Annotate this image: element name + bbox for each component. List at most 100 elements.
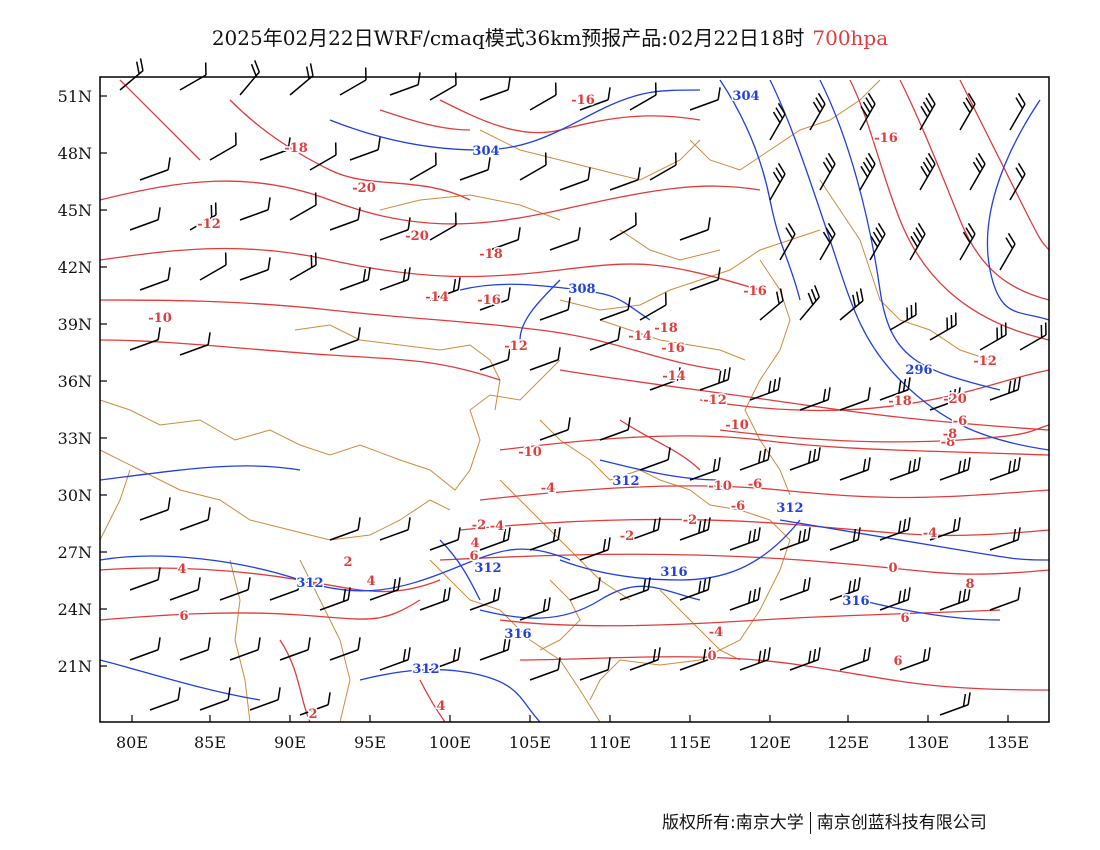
geopotential-contour <box>519 279 561 341</box>
boundary-line <box>294 324 501 411</box>
wind-barb <box>989 587 1021 611</box>
wind-barb <box>479 637 511 661</box>
temperature-label: -2 <box>472 518 486 533</box>
wind-barb <box>729 527 761 551</box>
temperature-label: -16 <box>661 341 685 356</box>
wind-barb <box>609 212 637 241</box>
wind-barb <box>929 312 957 341</box>
wind-barb <box>679 517 711 541</box>
geopotential-contour <box>99 465 301 481</box>
temperature-label: -18 <box>479 247 503 262</box>
wind-barb <box>979 322 1007 351</box>
geopotential-contour <box>769 79 1050 451</box>
wind-barb <box>599 417 631 441</box>
wind-barb <box>879 377 911 401</box>
wind-barb <box>689 87 721 111</box>
geopotential-contours <box>99 79 1050 723</box>
lon-tick-label: 135E <box>987 733 1029 752</box>
lat-tick-label: 33N <box>58 429 92 448</box>
wind-barb <box>339 267 371 291</box>
credit-divider <box>809 812 811 834</box>
geopotential-label: 316 <box>842 594 869 609</box>
temperature-contour <box>379 109 471 131</box>
wind-barb <box>339 67 367 96</box>
wind-barb <box>589 327 621 351</box>
wind-barb <box>229 637 261 661</box>
lat-tick-label: 48N <box>58 144 92 163</box>
temperature-contour <box>439 99 701 134</box>
wind-barb <box>199 687 231 711</box>
geopotential-contour <box>439 539 481 601</box>
temperature-label: -6 <box>953 414 967 429</box>
boundary-line <box>99 449 451 541</box>
wind-barb <box>139 157 171 181</box>
lon-tick-label: 95E <box>354 733 386 752</box>
wind-barb <box>469 587 501 611</box>
wind-barb <box>959 92 976 131</box>
wind-barb <box>279 637 311 661</box>
lat-tick-label: 21N <box>58 657 92 676</box>
wind-barb <box>919 92 936 131</box>
wind-barb <box>909 222 926 261</box>
temperature-label: -12 <box>973 354 997 369</box>
wind-barb <box>429 212 457 241</box>
map-frame <box>99 76 1050 723</box>
temperature-label: -10 <box>148 311 172 326</box>
boundary-line <box>379 194 561 221</box>
lat-tick-label: 24N <box>58 600 92 619</box>
temperature-label: -16 <box>874 131 898 146</box>
wind-barb <box>329 327 361 351</box>
lon-tick-label: 130E <box>907 733 949 752</box>
wind-barb <box>179 62 207 91</box>
temperature-label: -6 <box>731 499 745 514</box>
wind-barb <box>379 217 411 241</box>
lon-tick-label: 120E <box>749 733 791 752</box>
temperature-contour <box>559 369 1050 431</box>
boundary-line <box>689 79 881 171</box>
wind-barb <box>839 387 871 411</box>
wind-barb <box>179 637 211 661</box>
wind-barb <box>999 232 1016 271</box>
boundary-line <box>499 479 631 601</box>
temperature-contour <box>119 79 201 161</box>
wind-barb <box>379 647 411 671</box>
wind-barb <box>829 577 861 601</box>
temperature-label: -18 <box>888 394 912 409</box>
wind-barb <box>119 58 144 91</box>
geopotential-label: 304 <box>732 89 759 104</box>
geopotential-label: 296 <box>905 363 932 378</box>
temperature-label: 4 <box>470 536 479 551</box>
temperature-label: -4 <box>709 625 723 640</box>
wind-barb <box>239 60 260 96</box>
wind-barb <box>409 152 437 181</box>
temperature-label: -12 <box>703 393 727 408</box>
temperature-label: 2 <box>308 707 317 722</box>
wind-barb <box>139 497 171 521</box>
wind-barb <box>319 587 351 611</box>
boundary-line <box>619 229 721 261</box>
geopotential-label: 312 <box>296 576 323 591</box>
wind-barb <box>329 637 361 661</box>
temperature-label: 8 <box>965 577 974 592</box>
temperature-label: -20 <box>943 392 967 407</box>
lon-tick-label: 125E <box>827 733 869 752</box>
wind-barb <box>519 597 551 621</box>
lon-tick-label: 80E <box>116 733 148 752</box>
lat-tick-label: 42N <box>58 258 92 277</box>
wind-barb <box>819 152 836 191</box>
wind-barb <box>379 517 411 541</box>
wind-barb <box>329 207 361 231</box>
temperature-label: -16 <box>743 284 767 299</box>
geopotential-label: 304 <box>472 144 499 159</box>
wind-barb <box>169 577 201 601</box>
temperature-contour <box>99 180 761 225</box>
temperature-label: -10 <box>708 479 732 494</box>
wind-barb <box>209 132 237 161</box>
geopotential-label: 316 <box>660 565 687 580</box>
wind-barb <box>839 288 864 321</box>
wind-barb <box>559 167 591 191</box>
temperature-label: -16 <box>477 293 501 308</box>
lon-tick-label: 100E <box>429 733 471 752</box>
temperature-label: 4 <box>436 699 445 714</box>
